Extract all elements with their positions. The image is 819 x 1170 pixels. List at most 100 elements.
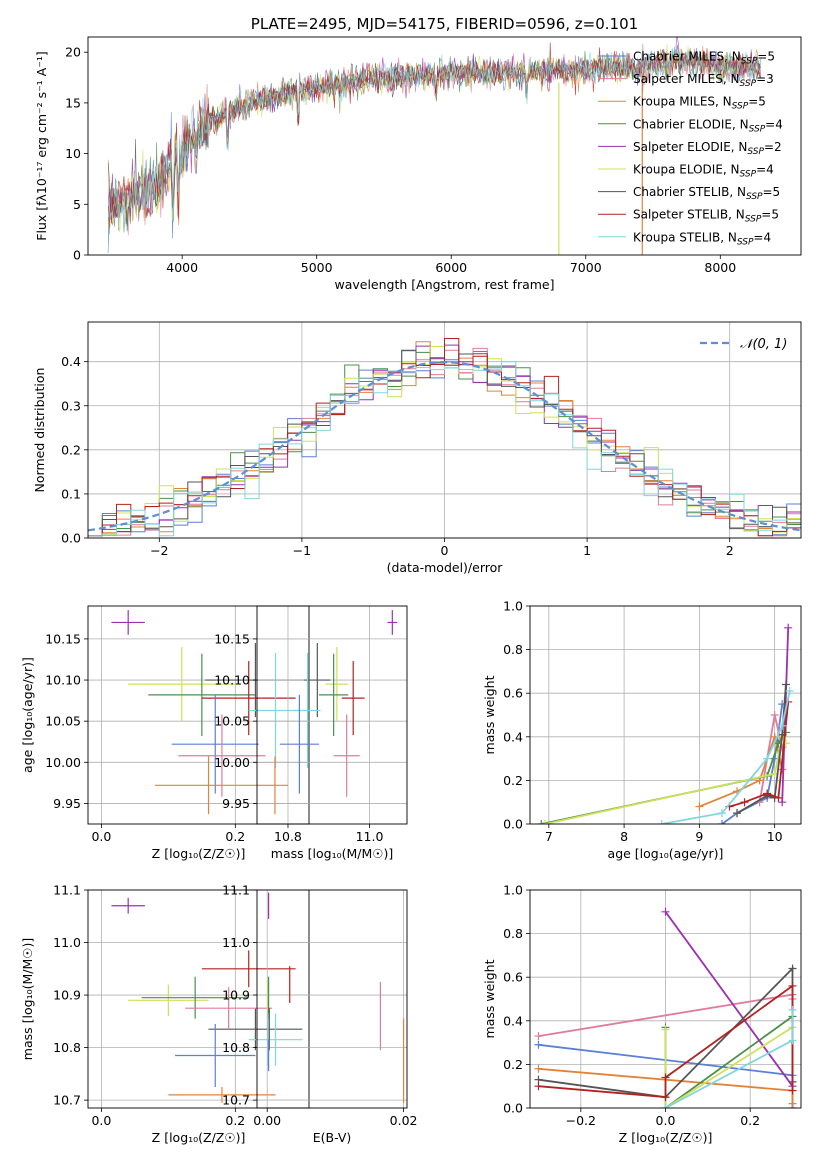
legend-subscript: SSP	[745, 215, 762, 225]
x-tick-label: 0.2	[225, 829, 245, 844]
legend-text: =5	[757, 50, 775, 64]
y-axis-label: Flux [fλ10⁻¹⁷ erg cm⁻² s⁻¹ A⁻¹]	[34, 51, 49, 240]
axes-frame	[256, 605, 408, 825]
y-tick-label: 0.0	[503, 817, 523, 832]
y-tick-label: 5	[73, 197, 81, 212]
weight-marker	[695, 802, 704, 811]
weight-marker	[788, 1099, 797, 1108]
weight-marker	[781, 680, 790, 689]
weight-marker	[740, 798, 749, 807]
legend-text: Kroupa MILES, N	[633, 95, 732, 109]
x-axis-label: wavelength [Angstrom, rest frame]	[334, 277, 554, 292]
y-tick-label: 10.7	[222, 1093, 250, 1108]
plot-area	[111, 897, 303, 1103]
weight-line	[541, 731, 787, 824]
y-tick-label: 10.05	[214, 714, 250, 729]
x-tick-label: 7000	[570, 260, 602, 275]
x-tick-label: 0.02	[390, 1113, 418, 1128]
y-tick-label: 0.4	[61, 354, 81, 369]
weight-marker	[770, 711, 779, 719]
y-tick-label: 0.1	[61, 486, 81, 501]
y-tick-label: 10.00	[214, 755, 250, 770]
panel-mass-vs-Z: 0.0 0.2 10.7 10.8 10.9 11.0 11.1 Z [log₁₀(Z/Z☉)…	[20, 883, 310, 1145]
x-axis-label: E(B-V)	[313, 1130, 352, 1145]
weight-marker	[717, 809, 726, 818]
weight-marker	[763, 754, 772, 763]
legend-text: =4	[756, 163, 774, 177]
y-tick-label: 10.15	[45, 631, 81, 646]
x-tick-label: 0.0	[91, 1113, 111, 1128]
y-tick-label: 0.3	[61, 398, 81, 413]
weight-line	[664, 911, 794, 1087]
x-tick-label: 8	[620, 829, 628, 844]
y-tick-label: 11.1	[53, 883, 81, 898]
plot-area	[267, 892, 405, 1103]
panel-age-vs-mass: 10.8 11.0 9.95 10.00 10.05 10.10 10.15 mass [lo…	[214, 605, 408, 861]
normal-curve	[88, 360, 801, 532]
y-tick-label: 11.0	[222, 935, 250, 950]
y-tick-label: 10.10	[45, 673, 81, 688]
y-tick-label: 1.0	[503, 599, 523, 614]
x-tick-label: 5000	[301, 260, 333, 275]
chart-title: PLATE=2495, MJD=54175, FIBERID=0596, z=0…	[251, 15, 638, 33]
legend-subscript: SSP	[740, 79, 757, 89]
x-tick-label: 9	[695, 829, 703, 844]
x-tick-label: −1	[293, 543, 311, 558]
weight-marker	[537, 820, 546, 824]
x-axis-label: mass [log₁₀(M/M☉)]	[271, 846, 393, 861]
x-tick-label: 1	[583, 543, 591, 558]
legend-subscript: SSP	[732, 102, 749, 112]
weight-marker	[788, 1036, 797, 1045]
y-tick-label: 0.8	[503, 926, 523, 941]
weight-marker	[778, 798, 787, 807]
weight-marker	[717, 820, 726, 824]
legend-label: Salpeter MILES, NSSP=3	[633, 72, 774, 89]
legend-subscript: SSP	[746, 192, 763, 202]
histogram-step	[88, 361, 801, 537]
legend-subscript: SSP	[741, 57, 758, 67]
y-tick-label: 10.8	[222, 1040, 250, 1055]
legend-label: Kroupa STELIB, NSSP=4	[633, 230, 771, 247]
panel-age-vs-Z: 0.0 0.2 9.95 10.00 10.05 10.10 10.15 Z [log₁₀(Z…	[20, 605, 310, 861]
weight-marker	[534, 1032, 543, 1041]
legend-label: Kroupa MILES, NSSP=5	[633, 95, 766, 112]
y-axis-label: mass weight	[482, 959, 497, 1038]
weight-marker	[774, 793, 783, 802]
y-tick-label: 0.6	[503, 970, 523, 985]
x-tick-label: 0.00	[253, 1113, 281, 1128]
axes-frame	[87, 321, 802, 539]
spectrum-line	[107, 48, 761, 254]
y-tick-label: 0.0	[61, 531, 81, 546]
legend-text: =5	[763, 185, 781, 199]
panel-mass-vs-ebv: 0.00 0.02 10.7 10.8 10.9 11.0 11.1 E(B-V)	[222, 883, 417, 1146]
plot-area	[111, 610, 306, 815]
legend-subscript: SSP	[740, 170, 757, 180]
plot-area	[107, 37, 761, 255]
plot-area	[261, 610, 398, 815]
x-axis-label: Z [log₁₀(Z/Z☉)]	[619, 1130, 713, 1145]
y-tick-label: 10.00	[45, 755, 81, 770]
y-tick-label: 11.1	[222, 883, 250, 898]
x-tick-label: −0.2	[566, 1113, 596, 1128]
legend-label: Salpeter ELODIE, NSSP=2	[633, 140, 782, 157]
weight-line	[664, 1026, 793, 1108]
legend-text: Chabrier MILES, N	[633, 50, 741, 64]
legend-text: =5	[748, 95, 766, 109]
weight-marker	[534, 1064, 543, 1073]
weight-line	[661, 690, 791, 824]
legend-text: Salpeter MILES, N	[633, 72, 740, 86]
y-tick-label: 1.0	[503, 883, 523, 898]
x-tick-label: 0.0	[91, 829, 111, 844]
y-tick-label: 0	[73, 248, 81, 263]
x-tick-label: 10.8	[274, 829, 302, 844]
x-tick-label: 11.0	[356, 829, 384, 844]
y-tick-label: 10.9	[53, 988, 81, 1003]
y-tick-label: 0.2	[61, 442, 81, 457]
panel-weight-vs-age: 7 8 9 10 0.0 0.2 0.4 0.6 0.8 1.0 age [log₁₀(age/yr…	[482, 599, 802, 861]
axes-frame	[87, 889, 310, 1109]
legend-text: Salpeter STELIB, N	[633, 208, 745, 222]
weight-marker	[778, 721, 787, 730]
axes-frame	[256, 889, 408, 1109]
x-tick-label: 0	[441, 543, 449, 558]
